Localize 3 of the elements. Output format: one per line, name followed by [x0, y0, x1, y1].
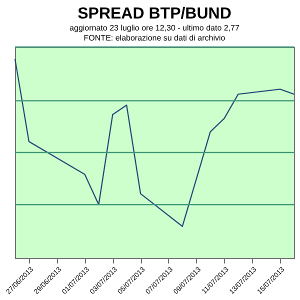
chart-subtitle: aggiornato 23 luglio ore 12,30 - ultimo dato 2,77: [70, 23, 240, 32]
source-note: FONTE: elaborazione su dati di archivio: [84, 33, 226, 42]
chart-title: SPREAD BTP/BUND: [78, 5, 232, 22]
